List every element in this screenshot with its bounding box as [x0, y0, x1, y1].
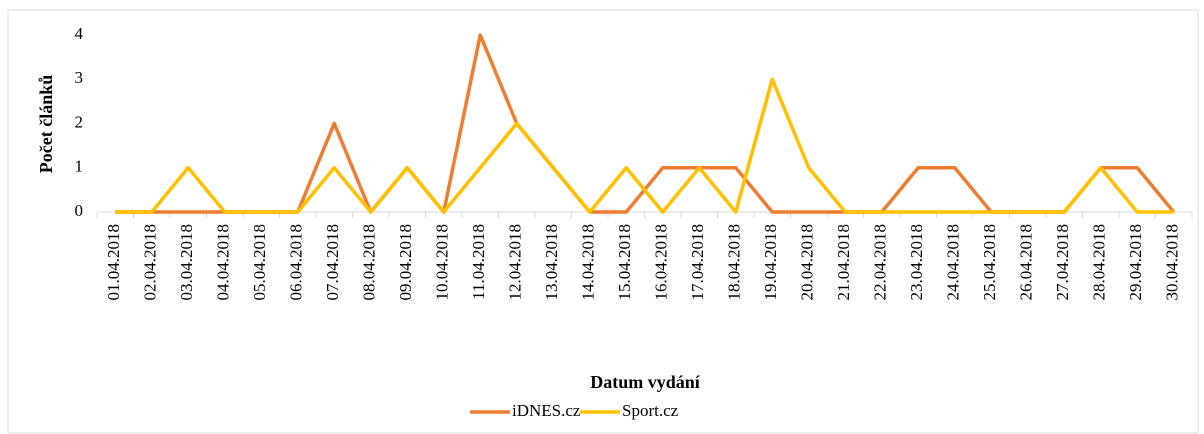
x-tick-label: 05.04.2018	[250, 224, 269, 301]
x-tick-label: 17.04.2018	[688, 224, 707, 301]
x-tick-label: 29.04.2018	[1126, 224, 1145, 301]
x-tick-label: 02.04.2018	[141, 224, 160, 301]
x-tick-label: 19.04.2018	[761, 224, 780, 301]
y-tick-label: 2	[75, 112, 84, 131]
y-tick-label: 0	[75, 201, 84, 220]
x-tick-label: 26.04.2018	[1017, 224, 1036, 301]
y-tick-label: 4	[75, 24, 84, 43]
x-tick-label: 20.04.2018	[798, 224, 817, 301]
x-tick-label: 28.04.2018	[1090, 224, 1109, 301]
x-tick-label: 03.04.2018	[177, 224, 196, 301]
x-tick-label: 22.04.2018	[871, 224, 890, 301]
y-tick-label: 3	[75, 68, 84, 87]
legend-label: Sport.cz	[622, 401, 679, 420]
x-tick-label: 04.04.2018	[214, 224, 233, 301]
legend-label: iDNES.cz	[512, 401, 581, 420]
x-tick-label: 10.04.2018	[433, 224, 452, 301]
x-tick-label: 09.04.2018	[396, 224, 415, 301]
y-tick-label: 1	[75, 157, 84, 176]
x-tick-label: 01.04.2018	[104, 224, 123, 301]
x-tick-label: 25.04.2018	[980, 224, 999, 301]
x-tick-label: 24.04.2018	[944, 224, 963, 301]
x-tick-label: 07.04.2018	[323, 224, 342, 301]
x-tick-label: 16.04.2018	[652, 224, 671, 301]
x-tick-label: 06.04.2018	[287, 224, 306, 301]
x-tick-label: 27.04.2018	[1053, 224, 1072, 301]
x-tick-label: 15.04.2018	[615, 224, 634, 301]
x-tick-label: 08.04.2018	[360, 224, 379, 301]
y-axis-title: Počet článků	[36, 75, 56, 174]
chart-border	[7, 9, 1199, 434]
x-axis-title: Datum vydání	[590, 372, 701, 392]
x-tick-label: 11.04.2018	[469, 224, 488, 300]
x-tick-label: 13.04.2018	[542, 224, 561, 301]
x-tick-label: 23.04.2018	[907, 224, 926, 301]
x-tick-label: 21.04.2018	[834, 224, 853, 301]
series-line	[115, 77, 1174, 214]
x-tick-label: 30.04.2018	[1163, 224, 1182, 301]
x-tick-label: 18.04.2018	[725, 224, 744, 301]
x-tick-label: 14.04.2018	[579, 224, 598, 301]
x-tick-label: 12.04.2018	[506, 224, 525, 301]
